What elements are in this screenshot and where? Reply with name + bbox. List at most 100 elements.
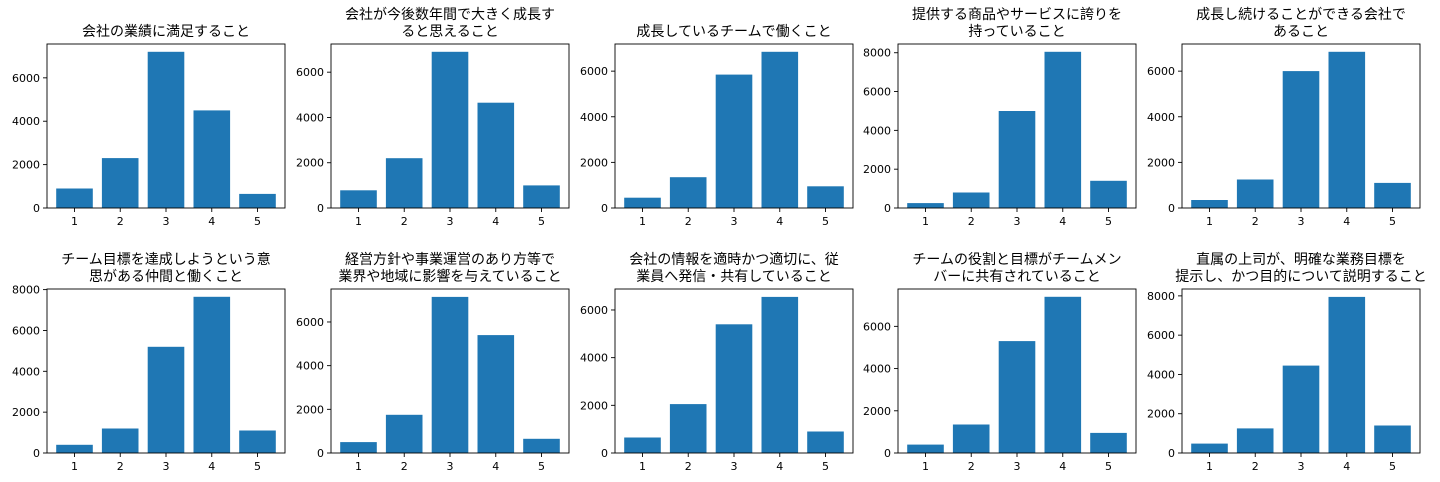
y-tick-label: 4000 (296, 111, 324, 124)
subplot-title-line: チーム目標を達成しようという意 (61, 251, 271, 268)
y-tick-label: 2000 (863, 163, 891, 176)
bar-4 (1044, 51, 1082, 208)
x-tick-label: 5 (1105, 460, 1112, 473)
y-tick-label: 6000 (580, 65, 608, 78)
y-tick-label: 0 (33, 202, 40, 215)
y-tick-label: 0 (33, 447, 40, 460)
x-tick-label: 1 (922, 215, 929, 228)
y-tick-label: 6000 (863, 320, 891, 333)
bar-5 (523, 438, 560, 453)
bar-3 (715, 74, 753, 208)
bar-3 (998, 111, 1036, 208)
bar-2 (101, 428, 139, 453)
x-tick-label: 3 (1014, 215, 1021, 228)
bar-4 (477, 102, 515, 208)
subplot-title-line: 成長しているチームで働くこと (636, 24, 831, 40)
x-tick-label: 2 (1252, 215, 1259, 228)
y-tick-label: 2000 (296, 403, 324, 416)
bar-3 (1282, 71, 1320, 208)
x-tick-label: 4 (1059, 460, 1066, 473)
x-tick-label: 4 (776, 215, 783, 228)
x-tick-label: 1 (639, 460, 646, 473)
subplot-title-line: 提示し、かつ目的について説明すること (1175, 269, 1427, 285)
bar-3 (998, 341, 1036, 453)
y-tick-label: 4000 (863, 124, 891, 137)
x-tick-label: 5 (538, 460, 545, 473)
y-tick-label: 0 (317, 202, 324, 215)
x-tick-label: 4 (776, 460, 783, 473)
bar-2 (952, 192, 990, 208)
bar-1 (340, 190, 377, 208)
x-tick-label: 3 (447, 460, 454, 473)
y-tick-label: 4000 (580, 352, 608, 365)
y-tick-label: 6000 (12, 72, 40, 85)
x-tick-label: 4 (208, 215, 215, 228)
y-tick-label: 8000 (863, 47, 891, 60)
x-tick-label: 3 (731, 215, 738, 228)
bar-1 (340, 442, 377, 453)
x-tick-label: 1 (639, 215, 646, 228)
bar-5 (1374, 425, 1411, 453)
bar-1 (624, 437, 661, 453)
subplot-title-line: 成長し続けることができる会社で (1196, 6, 1406, 23)
bar-5 (807, 186, 844, 208)
y-tick-label: 2000 (580, 156, 608, 169)
y-tick-label: 4000 (580, 111, 608, 124)
bar-3 (431, 51, 469, 208)
bar-2 (952, 424, 990, 453)
bar-3 (715, 324, 753, 453)
y-tick-label: 0 (317, 447, 324, 460)
bar-5 (523, 185, 560, 208)
subplot-title-line: 業員へ発信・共有していること (636, 269, 832, 285)
y-tick-label: 4000 (863, 363, 891, 376)
x-tick-label: 3 (1298, 215, 1305, 228)
y-tick-label: 8000 (12, 284, 40, 297)
y-tick-label: 2000 (1147, 408, 1175, 421)
x-tick-label: 5 (1105, 215, 1112, 228)
y-tick-label: 4000 (12, 115, 40, 128)
subplot-3: 成長しているチームで働くこと 0 2000 4000 6000 1 2 3 4 5 (580, 24, 854, 228)
y-tick-label: 2000 (296, 157, 324, 170)
x-tick-label: 4 (1059, 215, 1066, 228)
x-tick-label: 5 (254, 460, 261, 473)
y-tick-label: 0 (884, 447, 891, 460)
subplot-title-line: 提供する商品やサービスに誇りを (912, 7, 1122, 23)
y-tick-label: 6000 (863, 86, 891, 99)
subplot-title-line: 直属の上司が、明確な業務目標を (1196, 251, 1406, 268)
x-tick-label: 1 (71, 460, 78, 473)
y-tick-label: 6000 (1147, 65, 1175, 78)
x-tick-label: 1 (355, 460, 362, 473)
subplot-title-line: バーに共有されていること (933, 269, 1101, 285)
bar-2 (1236, 428, 1274, 453)
bar-1 (907, 444, 944, 453)
x-tick-label: 1 (1206, 215, 1213, 228)
x-tick-label: 2 (117, 215, 124, 228)
subplot-title-line: 思がある仲間と働くこと (89, 269, 243, 285)
x-tick-label: 3 (163, 215, 170, 228)
x-tick-label: 1 (922, 460, 929, 473)
y-tick-label: 2000 (1147, 156, 1175, 169)
subplot-title-line: 経営方針や事業運営のあり方等で (345, 251, 555, 268)
y-tick-label: 6000 (580, 304, 608, 317)
x-tick-label: 1 (1206, 460, 1213, 473)
bar-4 (1044, 296, 1082, 453)
x-tick-label: 3 (1298, 460, 1305, 473)
x-tick-label: 2 (401, 460, 408, 473)
x-tick-label: 1 (71, 215, 78, 228)
bar-1 (1191, 443, 1228, 453)
bar-5 (807, 431, 844, 453)
bar-3 (147, 51, 185, 208)
bar-5 (1374, 182, 1411, 208)
bar-4 (761, 51, 799, 208)
y-tick-label: 2000 (863, 405, 891, 418)
bar-1 (907, 203, 944, 208)
